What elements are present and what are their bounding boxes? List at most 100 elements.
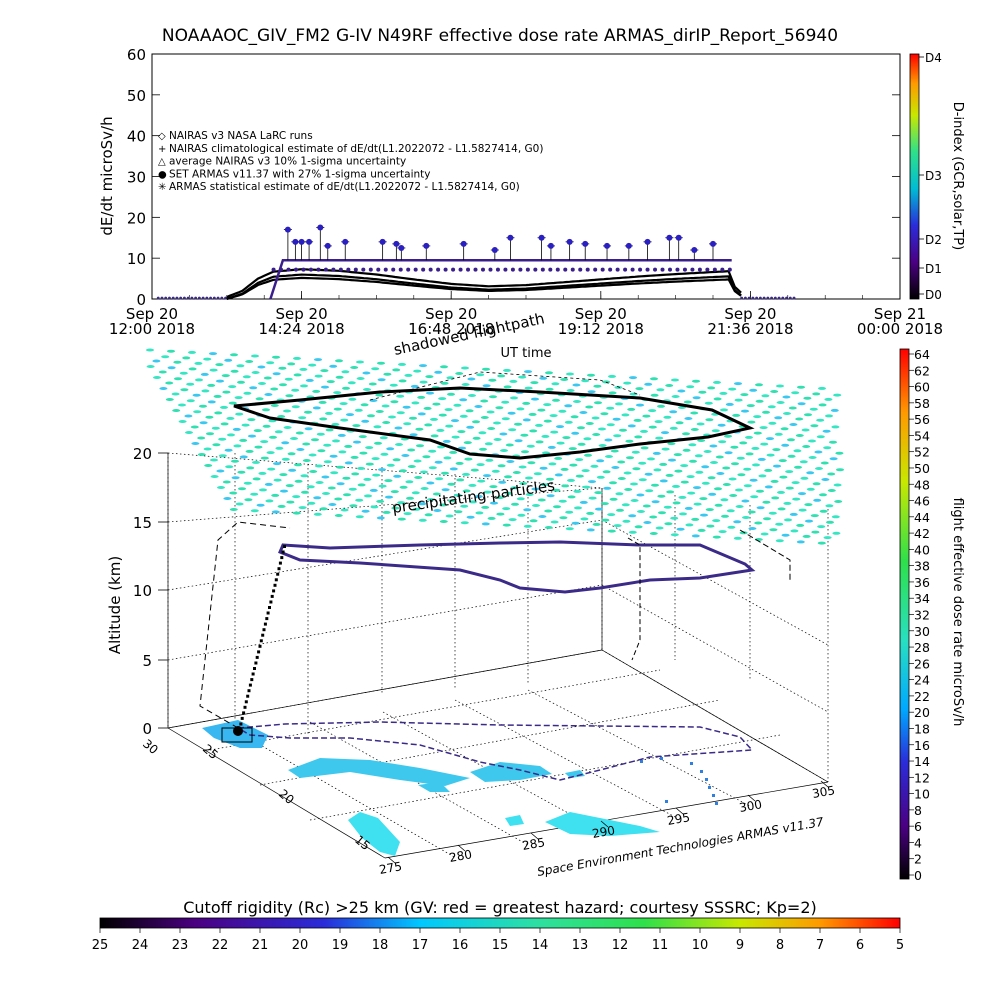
particle-mark <box>633 418 642 422</box>
armas-point <box>361 267 366 272</box>
particle-mark <box>757 457 766 461</box>
particle-mark <box>806 471 815 475</box>
particle-mark <box>516 497 525 501</box>
particle-mark <box>405 480 414 484</box>
particle-mark <box>392 368 401 372</box>
particle-mark <box>355 498 364 502</box>
particle-mark <box>466 425 475 429</box>
cutoff-rigidity-tick-label: 6 <box>856 938 864 953</box>
particle-mark <box>777 507 786 511</box>
particle-mark <box>804 413 812 417</box>
particle-mark <box>590 464 599 468</box>
particle-mark <box>614 385 623 389</box>
particle-mark <box>789 423 798 426</box>
particle-mark <box>410 384 419 388</box>
particle-mark <box>281 457 290 461</box>
particle-mark <box>262 424 271 428</box>
armas-point <box>428 267 433 272</box>
particle-mark <box>173 360 182 364</box>
cutoff-rigidity-tick-label: 13 <box>572 938 589 953</box>
particle-mark <box>798 492 806 496</box>
particle-mark <box>611 466 620 469</box>
particle-mark <box>409 433 418 437</box>
landmass-islands <box>505 815 524 826</box>
particle-mark <box>658 511 666 515</box>
cutoff-rigidity-tick-label: 23 <box>172 938 189 953</box>
particle-mark <box>248 434 256 438</box>
x-tick-label-time: 19:12 2018 <box>558 320 644 338</box>
particle-mark <box>577 426 585 430</box>
particle-mark <box>277 504 286 508</box>
ground-point <box>212 296 216 300</box>
particle-mark <box>382 421 391 424</box>
ascent-point <box>276 572 280 576</box>
dose-rate-tick-label: 32 <box>914 608 930 623</box>
particle-mark <box>374 441 382 445</box>
particle-mark <box>811 530 820 534</box>
particle-mark <box>739 531 748 535</box>
particle-mark <box>506 460 515 463</box>
particle-mark <box>220 422 229 426</box>
armas-point <box>697 267 702 272</box>
particle-mark <box>242 375 251 379</box>
particle-mark <box>418 502 427 506</box>
particle-mark <box>769 528 778 532</box>
particle-mark <box>457 430 466 434</box>
particle-mark <box>349 504 358 508</box>
particle-mark <box>430 434 439 438</box>
particle-mark <box>451 419 459 423</box>
particle-mark <box>273 478 282 482</box>
particle-mark <box>402 405 411 409</box>
particle-mark <box>782 395 791 399</box>
particle-mark <box>413 369 422 373</box>
particle-mark <box>592 522 601 526</box>
particle-mark <box>579 411 588 414</box>
particle-mark <box>375 410 384 413</box>
dose-rate-tick-label: 2 <box>914 852 922 867</box>
particle-mark <box>550 430 559 434</box>
particle-mark <box>453 403 462 407</box>
particle-mark <box>483 474 491 478</box>
particle-mark <box>701 465 710 469</box>
particle-mark <box>700 513 708 517</box>
particle-mark <box>741 409 749 413</box>
ascent-point <box>278 561 282 565</box>
particle-mark <box>288 468 297 472</box>
particle-mark <box>212 443 221 447</box>
particle-mark <box>752 463 760 467</box>
particle-mark <box>749 478 758 482</box>
particle-mark <box>165 381 174 385</box>
particle-mark <box>398 379 407 383</box>
particle-mark <box>642 504 651 508</box>
particle-mark <box>476 373 485 377</box>
particle-mark <box>592 433 601 436</box>
particle-mark <box>512 471 521 474</box>
particle-mark <box>580 517 589 521</box>
particle-mark <box>505 443 514 447</box>
y-tick-label: 0 <box>136 291 146 309</box>
particle-mark <box>467 377 476 381</box>
y-tick-label: 10 <box>127 250 146 268</box>
particle-mark <box>779 475 788 479</box>
particle-mark <box>439 503 448 507</box>
particle-mark <box>185 431 193 434</box>
particle-mark <box>615 492 624 496</box>
particle-mark <box>712 535 721 539</box>
dose-rate-tick-label: 56 <box>914 412 930 427</box>
particle-mark <box>322 492 330 495</box>
particle-mark <box>721 514 729 518</box>
particle-mark <box>257 365 266 369</box>
particle-mark <box>460 504 469 508</box>
y-tick-label: 60 <box>127 46 146 64</box>
particle-mark <box>603 486 612 490</box>
x-tick-label-time: 21:36 2018 <box>707 320 793 338</box>
particle-mark <box>601 518 610 522</box>
particle-mark <box>318 400 327 404</box>
particle-mark <box>281 441 290 445</box>
particle-mark <box>161 355 170 359</box>
particle-mark <box>220 405 228 409</box>
particle-mark <box>390 490 399 494</box>
particle-mark <box>661 431 669 435</box>
particle-mark <box>527 461 536 465</box>
ground-point <box>171 296 175 300</box>
